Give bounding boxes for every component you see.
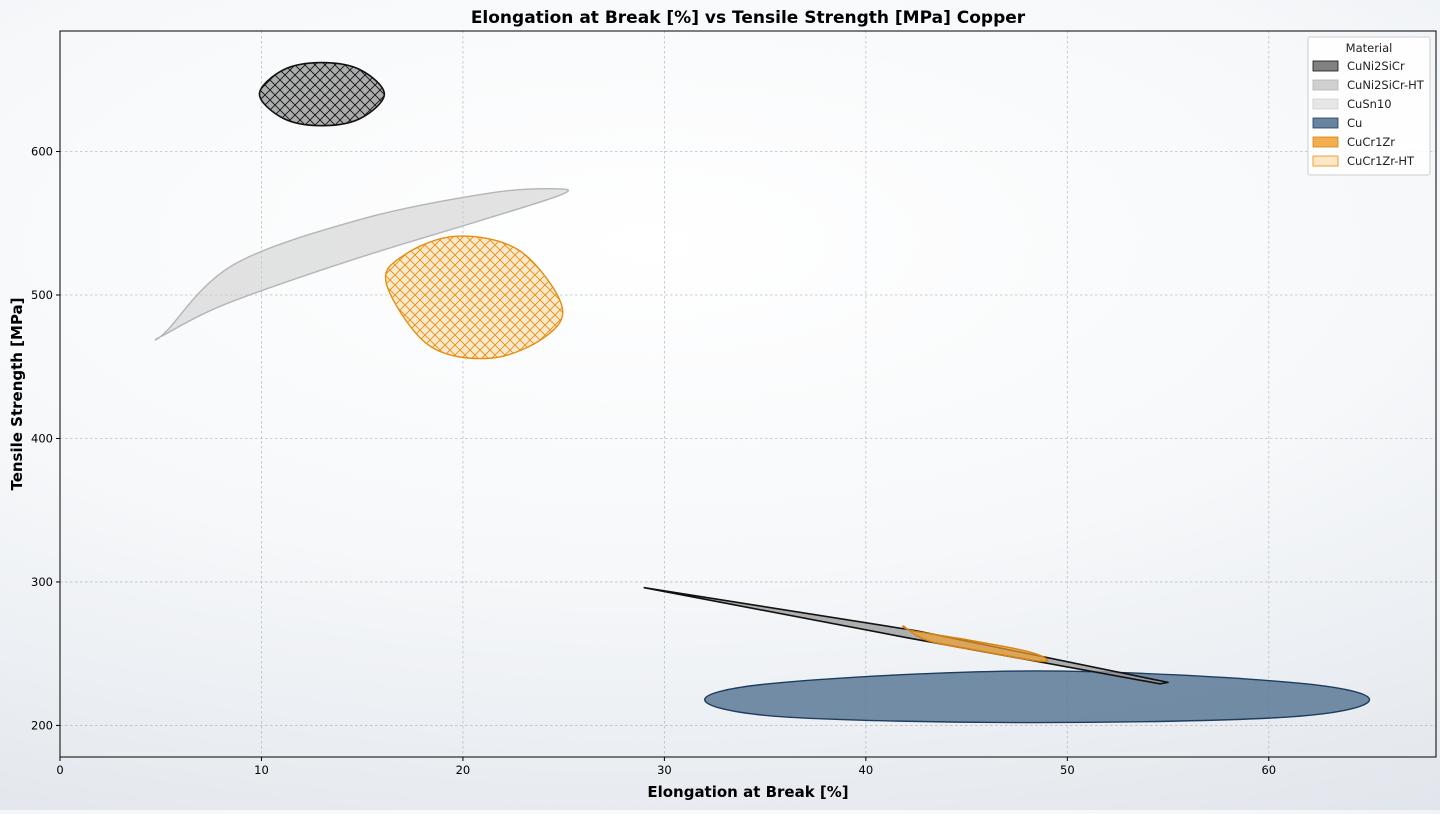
plot-frame — [59, 30, 1437, 758]
legend-item-cucr1zr-ht: CuCr1Zr-HT — [1312, 154, 1415, 168]
region-outline — [643, 586, 1169, 685]
region-hatch — [385, 236, 563, 359]
y-axis-label: Tensile Strength [MPa] — [8, 297, 26, 490]
legend-label: CuNi2SiCr-HT — [1347, 78, 1425, 92]
legend: Material CuNi2SiCrCuNi2SiCr-HTCuSn10CuCu… — [1307, 36, 1431, 176]
legend-swatch — [1312, 136, 1339, 148]
region-hatch — [259, 62, 385, 126]
legend-label: Cu — [1347, 116, 1362, 130]
y-tick-label: 200 — [31, 718, 53, 732]
region-fill — [704, 670, 1370, 723]
region-outline — [384, 235, 564, 360]
region-fill — [902, 626, 1048, 662]
legend-label: CuCr1Zr — [1347, 135, 1395, 149]
region-unlabeled — [643, 586, 1169, 685]
region-outline — [703, 670, 1371, 724]
x-tick-label: 40 — [859, 763, 874, 777]
x-tick-label: 0 — [56, 763, 63, 777]
region-cucr1zr — [902, 625, 1049, 663]
x-tick-label: 10 — [254, 763, 269, 777]
y-tick-label: 500 — [31, 288, 53, 302]
plot-area — [60, 31, 1436, 757]
region-outline — [902, 625, 1049, 663]
x-tick-label: 30 — [657, 763, 672, 777]
y-tick-label: 600 — [31, 145, 53, 159]
axis-ticks: 0 10 20 30 40 50 60 200 300 400 500 600 — [31, 145, 1276, 777]
legend-box — [1307, 36, 1431, 176]
legend-swatch — [1312, 98, 1339, 110]
legend-item-cusn10: CuSn10 — [1312, 97, 1392, 111]
y-tick-label: 400 — [31, 431, 53, 445]
chart-title: Elongation at Break [%] vs Tensile Stren… — [471, 8, 1026, 28]
legend-label: CuSn10 — [1347, 97, 1392, 111]
legend-item-cucr1zr: CuCr1Zr — [1312, 135, 1395, 149]
region-outline — [154, 187, 570, 341]
x-axis-label: Elongation at Break [%] — [647, 783, 848, 801]
series-layer — [154, 61, 1371, 724]
legend-swatch — [1312, 60, 1339, 72]
region-fill — [155, 188, 569, 340]
x-tick-label: 50 — [1060, 763, 1075, 777]
region-outline — [258, 61, 386, 127]
legend-swatch — [1312, 155, 1339, 167]
legend-swatch — [1312, 79, 1339, 91]
legend-item-cu: Cu — [1312, 116, 1362, 130]
region-cuni2sicr — [258, 61, 386, 127]
x-tick-label: 20 — [456, 763, 471, 777]
legend-items: CuNi2SiCr CuNi2SiCr-HT CuSn10 Cu CuCr1Zr CuCr… — [1312, 59, 1425, 168]
legend-item-cuni2sicr-ht: CuNi2SiCr-HT — [1312, 78, 1425, 92]
x-tick-label: 60 — [1261, 763, 1276, 777]
legend-swatch — [1312, 117, 1339, 129]
grid — [60, 31, 1436, 757]
legend-label: CuCr1Zr-HT — [1347, 154, 1415, 168]
legend-item-cuni2sicr: CuNi2SiCr — [1312, 59, 1405, 73]
region-cuni2sicr-ht — [154, 187, 570, 341]
region-cu — [703, 670, 1371, 724]
legend-label: CuNi2SiCr — [1347, 59, 1405, 73]
y-tick-label: 300 — [31, 575, 53, 589]
region-cucr1zr-ht — [384, 235, 564, 360]
legend-title: Material — [1346, 41, 1393, 55]
